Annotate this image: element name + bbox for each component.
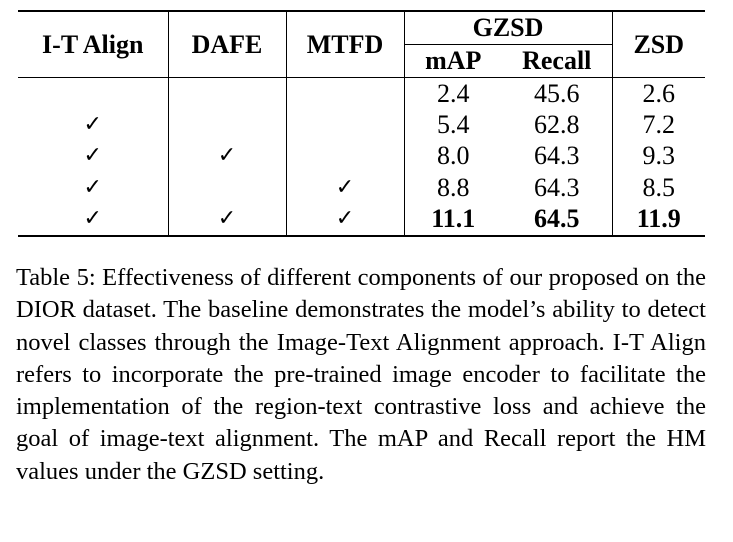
cell-zsd: 7.2 <box>642 110 676 140</box>
header-dafe: DAFE <box>168 10 287 78</box>
cell-recall: 45.6 <box>502 77 613 110</box>
cell-zsd: 2.6 <box>642 78 676 108</box>
cell-zsd: 8.5 <box>642 172 676 202</box>
cell-dafe <box>168 77 287 110</box>
cell-it-align: ✓ <box>18 203 169 237</box>
cell-dafe <box>168 172 287 204</box>
header-gzsd: GZSD <box>404 10 613 45</box>
cell-recall: 62.8 <box>502 109 613 141</box>
cell-dafe: ✓ <box>168 203 287 237</box>
cell-map: 11.1 <box>404 203 502 237</box>
cell-dafe: ✓ <box>168 140 287 173</box>
ablation-table: I-T Align DAFE MTFD GZSD ZSD mAP Recall … <box>18 10 705 237</box>
cell-mtfd <box>286 77 405 110</box>
cell-it-align: ✓ <box>18 140 169 173</box>
cell-map: 2.4 <box>437 78 470 108</box>
cell-recall: 64.3 <box>502 172 613 204</box>
header-recall: Recall <box>502 44 613 78</box>
table-row: ✓ ✓ 8.8 64.3 8.5 <box>18 172 705 204</box>
cell-mtfd: ✓ <box>286 203 405 237</box>
table-body: 2.4 45.6 2.6 ✓ 5.4 62.8 7.2 ✓ ✓ 8.0 64.3 9.3 ✓ ✓ 8.8 64… <box>18 77 705 237</box>
cell-dafe <box>168 109 287 141</box>
cell-it-align: ✓ <box>18 172 169 204</box>
cell-recall: 64.5 <box>502 203 613 237</box>
cell-zsd: 9.3 <box>642 141 676 171</box>
cell-map: 8.8 <box>437 172 470 202</box>
table-row: 2.4 45.6 2.6 <box>18 77 705 110</box>
table-row: ✓ ✓ ✓ 11.1 64.5 11.9 <box>18 203 705 237</box>
header-mtfd: MTFD <box>286 10 405 78</box>
header-it-align: I-T Align <box>18 10 169 78</box>
header-map: mAP <box>404 44 502 78</box>
cell-it-align <box>18 77 169 110</box>
cell-zsd: 11.9 <box>612 203 705 237</box>
cell-mtfd <box>286 140 405 173</box>
table-row: ✓ 5.4 62.8 7.2 <box>18 109 705 141</box>
header-zsd: ZSD <box>612 10 705 78</box>
cell-mtfd <box>286 109 405 141</box>
cell-map: 5.4 <box>437 110 470 140</box>
ablation-table-container: I-T Align DAFE MTFD GZSD ZSD mAP Recall … <box>18 10 705 237</box>
table-caption: Table 5: Effectiveness of different comp… <box>16 264 706 485</box>
table-row: ✓ ✓ 8.0 64.3 9.3 <box>18 140 705 173</box>
cell-recall: 64.3 <box>502 140 613 173</box>
cell-map: 8.0 <box>437 141 470 171</box>
cell-mtfd: ✓ <box>286 172 405 204</box>
cell-it-align: ✓ <box>18 109 169 141</box>
